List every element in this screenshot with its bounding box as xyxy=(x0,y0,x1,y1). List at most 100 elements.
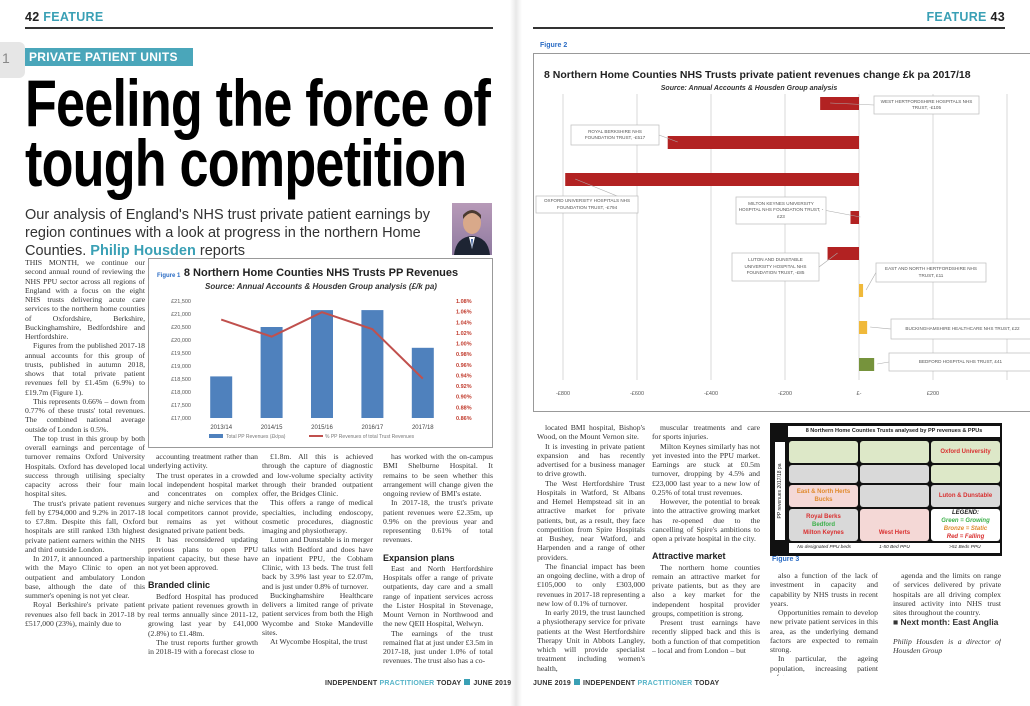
body-column-4: has worked with the on-campus BMI Shelbu… xyxy=(383,452,493,676)
subheading: Branded clinic xyxy=(148,580,211,591)
footer-pub-c: TODAY xyxy=(694,680,720,687)
y2-tick-label: 1.06% xyxy=(456,310,472,316)
y2-tick-label: 0.96% xyxy=(456,363,472,369)
body-column-5: located BMI hospital, Bishop's Wood, on … xyxy=(537,423,645,676)
data-label-container: WEST HERTFORDSHIRE HOSPITALS NHS TRUST, … xyxy=(881,99,973,111)
data-label-container: EAST AND NORTH HERTFORDSHIRE NHS TRUST, … xyxy=(885,266,977,278)
callout-leader xyxy=(830,102,875,106)
paragraph: The financial impact has been an ongoing… xyxy=(537,561,645,608)
data-label: OXFORD UNIVERSITY HOSPITALS NHS FOUNDATI… xyxy=(543,198,631,210)
paragraph: It is investing in private patient expan… xyxy=(537,441,645,479)
figure-2-label: Figure 2 xyxy=(540,42,568,49)
byline-name: Philip Housden xyxy=(90,243,196,259)
y-tick-label: £17,500 xyxy=(171,403,191,409)
figure-3-x-labels: No designated PPU beds 1-50 Bed PPU >51 Be… xyxy=(789,543,1000,553)
data-label-box xyxy=(735,196,827,225)
bar xyxy=(311,310,333,418)
y2-tick-label: 0.98% xyxy=(456,352,472,358)
headline-line-1: Feeling the force of xyxy=(25,66,491,140)
header-rule xyxy=(533,27,1005,29)
bar xyxy=(859,284,864,297)
footer-date: JUNE 2019 xyxy=(533,680,571,687)
paragraph: Bedford Hospital has produced private pa… xyxy=(148,591,258,638)
trust-bucks: Bucks xyxy=(814,496,833,503)
section-label: FEATURE xyxy=(926,10,987,24)
paragraph: Royal Berkshire's private patient revenu… xyxy=(25,600,145,628)
right-footer: JUNE 2019 INDEPENDENT PRACTITIONER TODAY xyxy=(533,679,719,687)
callout-leader xyxy=(658,134,678,143)
standfirst: Our analysis of England's NHS trust priv… xyxy=(25,206,450,260)
subheading: Attractive market xyxy=(652,551,726,562)
footer-pub-b: PRACTITIONER xyxy=(379,680,435,687)
paragraph: has worked with the on-campus BMI Shelbu… xyxy=(383,452,493,498)
y-tick-label: £20,000 xyxy=(171,338,191,344)
paragraph: East and North Hertfordshire Hospitals o… xyxy=(383,563,493,629)
trust-east-north-herts: East & North Herts xyxy=(796,488,851,495)
legend-bar-label: Total PP Revenues (£k/pa) xyxy=(226,434,286,440)
figure-3-grid: Oxford University East & North Herts Buck… xyxy=(789,441,1000,541)
y2-tick-label: 1.02% xyxy=(456,331,472,337)
legend-red: Red = Falling xyxy=(946,533,985,540)
x-tick-label: 2017/18 xyxy=(412,425,434,431)
chart-subtitle: Source: Annual Accounts & Housden Group … xyxy=(661,85,838,92)
footer-square-icon xyxy=(574,679,580,685)
cell-r1c3: Oxford University xyxy=(931,441,1000,464)
figure-label: Figure 1 xyxy=(157,273,181,279)
trust-milton-keynes: Milton Keynes xyxy=(803,529,844,536)
author-bio: Philip Housden is a director of Housden … xyxy=(893,636,1001,655)
footer-pub-c: TODAY xyxy=(436,680,462,687)
y-tick-label: £19,500 xyxy=(171,351,191,357)
page-gutter xyxy=(510,0,522,706)
legend-bronze: Bronze = Static xyxy=(943,525,988,532)
figure-2-chart: 8 Northern Home Counties NHS Trusts priv… xyxy=(535,69,1030,397)
subheading: Expansion plans xyxy=(383,552,455,563)
cell-r3c1: East & North Herts Bucks xyxy=(789,484,858,507)
paragraph: The trust reports further growth in 2018… xyxy=(148,637,258,656)
chart-title: 8 Northern Home Counties NHS Trusts priv… xyxy=(544,69,971,81)
callout-leader xyxy=(825,210,861,218)
page-tab[interactable]: 1 xyxy=(0,42,25,78)
paragraph: THIS MONTH, we continue our second annua… xyxy=(25,258,145,341)
data-label-box xyxy=(890,318,1030,340)
data-label: MILTON KEYNES UNIVERSITY HOSPITAL NHS FO… xyxy=(738,200,824,219)
bar xyxy=(850,211,859,224)
y-tick-label: £18,000 xyxy=(171,390,191,396)
legend-cell: LEGEND: Green = Growing Bronze = Static Red… xyxy=(931,508,1000,541)
kicker-label: PRIVATE PATIENT UNITS xyxy=(25,48,193,66)
callout-leader xyxy=(818,252,838,268)
footer-square-icon xyxy=(464,679,471,685)
callout-leader xyxy=(877,361,890,365)
body-column-8: agenda and the limits on range of servic… xyxy=(893,571,1001,676)
byline-suffix: reports xyxy=(199,243,245,259)
legend-green: Green = Growing xyxy=(941,517,990,524)
y-tick-label: £21,000 xyxy=(171,312,191,318)
trust-luton: Luton & Dunstable xyxy=(938,492,993,499)
figure-3-label: Figure 3 xyxy=(772,556,800,563)
cell-r2c3 xyxy=(931,465,1000,483)
line-series xyxy=(220,311,424,380)
data-label-container: BUCKINGHAMSHIRE HEALTHCARE NHS TRUST, £2… xyxy=(905,325,1020,331)
x-tick-label: 2014/15 xyxy=(261,425,283,431)
cell-r1c1 xyxy=(789,441,858,464)
bar xyxy=(859,321,868,334)
right-folio: FEATURE 43 xyxy=(927,10,1006,24)
paragraph: The trust's private patient revenues fel… xyxy=(25,498,145,554)
paragraph: Buckinghamshire Healthcare delivers a li… xyxy=(262,590,373,637)
x-tick-label: £200 xyxy=(927,391,939,397)
trust-bedford: Bedford xyxy=(812,521,835,528)
bar xyxy=(260,327,283,418)
paragraph: The top trust in this group by both over… xyxy=(25,433,145,499)
data-label: BUCKINGHAMSHIRE HEALTHCARE NHS TRUST, £2… xyxy=(905,325,1020,331)
paragraph: It has reconsidered updating previous pl… xyxy=(148,535,258,572)
figure-3: 8 Northern Home Counties Trusts analysed… xyxy=(770,423,1002,556)
callout-leader xyxy=(865,272,877,291)
data-label-box xyxy=(535,195,639,214)
paragraph: The trust operates in a crowded local in… xyxy=(148,470,258,536)
y-tick-label: £21,500 xyxy=(171,299,191,305)
paragraph: accounting treatment rather than underly… xyxy=(148,452,258,471)
x-label: 1-50 Bed PPU xyxy=(879,545,910,550)
paragraph: At Wycombe Hospital, the trust xyxy=(270,637,368,646)
y2-tick-label: 0.92% xyxy=(456,384,472,390)
data-label-container: LUTON AND DUNSTABLE UNIVERSITY HOSPITAL … xyxy=(745,257,807,275)
